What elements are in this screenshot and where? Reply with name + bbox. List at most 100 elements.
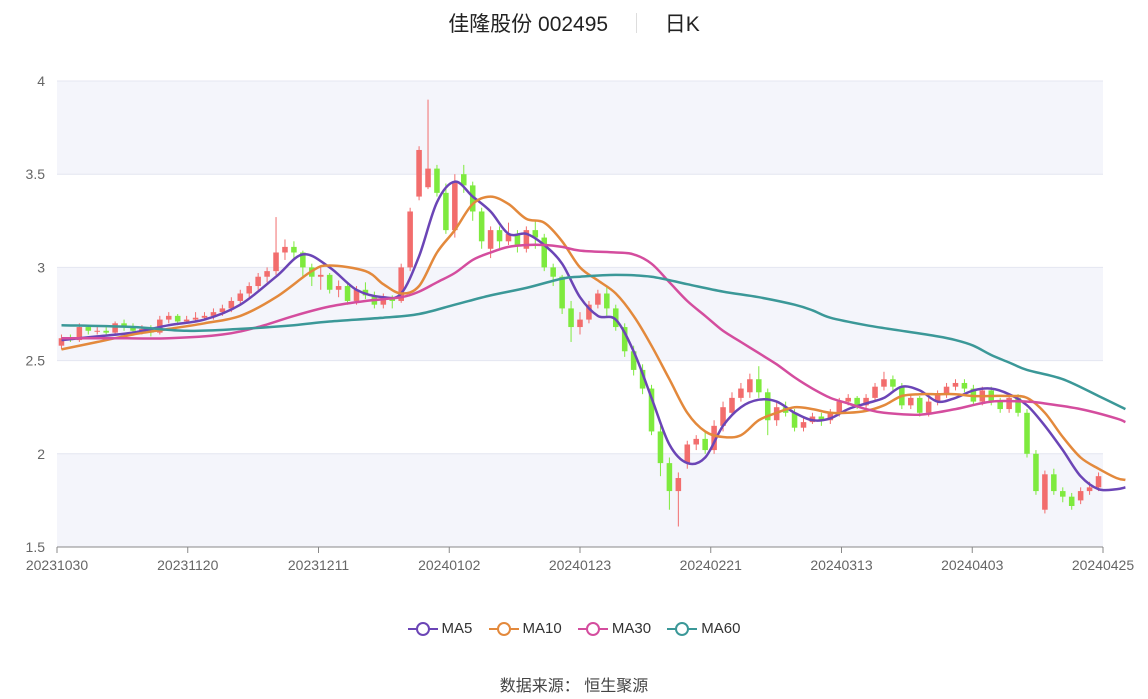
candle xyxy=(738,382,744,402)
candle xyxy=(621,323,628,357)
candle-body xyxy=(344,286,351,301)
candle xyxy=(1051,468,1057,495)
candle xyxy=(612,304,619,331)
candle-body xyxy=(273,252,279,272)
candle xyxy=(881,371,887,391)
candle xyxy=(961,379,968,393)
candle-body xyxy=(908,397,914,406)
x-tick-label: 20240102 xyxy=(418,557,481,573)
candle-body xyxy=(845,397,851,402)
candle-body xyxy=(934,394,941,402)
candle-body xyxy=(604,293,610,309)
candle-body xyxy=(872,386,878,398)
candle-body xyxy=(210,312,217,316)
candle-body xyxy=(925,401,932,413)
ma5-line xyxy=(61,180,1126,492)
candle xyxy=(434,164,440,197)
candle-body xyxy=(201,315,208,318)
candle xyxy=(523,226,530,253)
data-source: 数据来源： 恒生聚源 xyxy=(499,678,649,695)
candle-body xyxy=(997,401,1003,410)
candle xyxy=(425,99,431,190)
candle xyxy=(657,425,664,477)
candle-body xyxy=(595,293,601,305)
candle xyxy=(58,334,65,350)
ma-lines xyxy=(61,180,1126,492)
x-axis: 20231030 20231120 20231211 20240102 20240123… xyxy=(26,546,1135,573)
x-tick-label: 20240221 xyxy=(680,557,743,573)
candle xyxy=(711,420,717,454)
candle xyxy=(693,435,699,451)
grid-bands xyxy=(57,81,1103,547)
candle-body xyxy=(94,330,101,332)
candle xyxy=(255,272,261,290)
candle xyxy=(291,241,297,259)
candle xyxy=(121,319,127,331)
candle-body xyxy=(58,338,65,346)
candle-body xyxy=(827,412,834,421)
candle-body xyxy=(228,300,235,309)
candle-body xyxy=(756,379,762,393)
candle-body xyxy=(702,438,708,451)
ma10-line xyxy=(61,195,1126,482)
candle-body xyxy=(282,246,288,253)
candle xyxy=(872,382,878,402)
period-label: 日K xyxy=(664,13,700,36)
candle-body xyxy=(326,274,333,290)
candle-body xyxy=(961,382,968,389)
candle-body xyxy=(425,168,431,188)
stock-title: 佳隆股份 002495 xyxy=(448,13,609,36)
candle-body xyxy=(130,327,136,331)
candle-body xyxy=(559,276,565,309)
candle-body xyxy=(800,422,807,428)
candle xyxy=(908,394,914,410)
x-tick-label: 20231120 xyxy=(157,557,218,573)
candle-body xyxy=(657,431,664,464)
candle xyxy=(1077,487,1084,505)
candle-body xyxy=(1095,476,1102,488)
candle xyxy=(729,392,735,417)
legend-ma5[interactable]: MA5 xyxy=(407,620,472,637)
candle xyxy=(756,366,762,398)
x-tick-label: 20240425 xyxy=(1072,557,1135,573)
candle-body xyxy=(85,327,92,331)
candle xyxy=(1042,470,1048,514)
candle-body xyxy=(237,293,244,301)
candle-body xyxy=(836,401,843,413)
legend-ma60[interactable]: MA60 xyxy=(667,620,740,637)
candle-body xyxy=(738,388,744,398)
candle-body xyxy=(648,388,655,432)
candle-body xyxy=(174,315,181,322)
candle-body xyxy=(183,319,190,322)
candle xyxy=(326,272,333,294)
candle-body xyxy=(1024,412,1030,454)
candle-body xyxy=(630,351,637,370)
candle xyxy=(764,388,771,436)
candle-body xyxy=(291,246,297,253)
candle xyxy=(863,394,869,410)
candle-body xyxy=(505,233,512,242)
candle-body xyxy=(586,304,592,320)
grid-band xyxy=(57,453,1103,547)
candle-body xyxy=(335,286,342,290)
ma60-line xyxy=(61,273,1126,411)
candle-body xyxy=(764,392,771,421)
candle-body xyxy=(165,315,172,320)
candle xyxy=(747,373,753,398)
candle xyxy=(273,217,279,275)
candle xyxy=(192,312,199,322)
candle-body xyxy=(1042,474,1048,510)
candle xyxy=(586,300,592,324)
candle xyxy=(702,431,708,454)
legend-ma10[interactable]: MA10 xyxy=(488,620,562,637)
candle xyxy=(344,284,351,305)
candle-body xyxy=(1006,397,1012,410)
candle-body xyxy=(818,416,825,421)
candle xyxy=(264,267,270,283)
legend-ma30[interactable]: MA30 xyxy=(577,620,651,637)
candle-body xyxy=(577,319,583,328)
candle xyxy=(165,312,172,324)
y-tick-label: 3 xyxy=(37,259,45,275)
candle-body xyxy=(496,230,503,242)
candle xyxy=(675,472,682,527)
